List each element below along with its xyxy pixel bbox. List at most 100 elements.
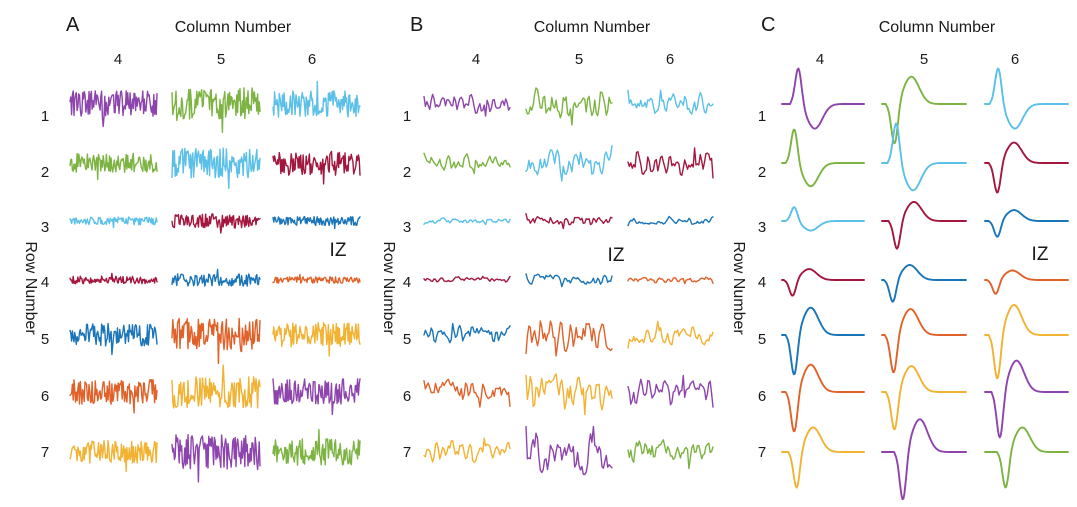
panel-c-trace-row1-col4 (781, 67, 865, 130)
panel-a-trace-row1-col4 (69, 90, 158, 128)
panel-a-iz-label: IZ (330, 240, 347, 261)
panel-a-trace-row6-col5 (171, 364, 261, 409)
panel-a-trace-row1-col5 (171, 87, 261, 134)
panel-b: B Column Number 4 5 6 1 2 3 4 5 6 7 Row … (380, 14, 714, 476)
panel-a-row-tick: 6 (41, 388, 49, 405)
panel-b-trace-row1-col6 (627, 89, 714, 115)
panel-b-trace-row2-col4 (423, 152, 511, 175)
panel-b-iz-label: IZ (608, 245, 625, 266)
panel-a: A Column Number 4 5 6 1 2 3 4 5 6 7 Row … (22, 14, 361, 483)
panel-a-trace-row7-col6 (272, 428, 361, 466)
panel-a-letter: A (66, 14, 80, 36)
panel-b-column-title: Column Number (534, 19, 651, 36)
panel-b-trace-row1-col4 (423, 93, 511, 117)
panel-c-row-title: Row Number (730, 241, 747, 335)
panel-a-column-tick: 5 (217, 51, 225, 68)
panel-a-row-tick: 7 (41, 444, 49, 461)
panel-c-column-tick: 4 (816, 51, 824, 68)
panel-c-trace-row4-col6 (984, 269, 1069, 295)
panel-c-trace-row5-col4 (781, 306, 865, 376)
panel-a-column-tick: 6 (308, 51, 316, 68)
panel-a-trace-row2-col4 (69, 152, 158, 181)
panel-c-trace-row6-col5 (881, 365, 967, 431)
panel-c-trace-row2-col4 (781, 128, 865, 188)
panel-a-trace-row2-col5 (171, 147, 261, 190)
panel-a-row-title: Row Number (22, 241, 39, 335)
panel-b-trace-row4-col6 (627, 276, 714, 285)
panel-b-column-tick: 4 (472, 51, 480, 68)
panel-c-row-tick: 2 (758, 164, 766, 181)
panel-b-trace-row3-col6 (627, 215, 714, 227)
panel-a-trace-row5-col4 (69, 322, 158, 356)
panel-c-iz-label: IZ (1032, 244, 1049, 265)
panel-c-row-tick: 4 (758, 274, 766, 291)
panel-c-column-tick: 6 (1011, 51, 1019, 68)
panel-a-row-tick: 5 (41, 331, 49, 348)
panel-b-row-tick: 7 (403, 444, 411, 461)
panel-c-letter: C (761, 14, 775, 36)
panel-a-column-tick: 4 (114, 51, 122, 68)
panel-a-trace-row6-col4 (69, 379, 158, 414)
panel-c-trace-row7-col4 (781, 426, 865, 489)
panel-c-trace-row2-col5 (881, 122, 967, 192)
panel-a-row-tick: 2 (41, 164, 49, 181)
panel-b-row-tick: 2 (403, 164, 411, 181)
panel-a-trace-row3-col5 (171, 213, 261, 234)
panel-a-trace-row4-col5 (171, 268, 261, 287)
panel-a-trace-row4-col6 (272, 273, 361, 284)
panel-c-row-tick: 6 (758, 388, 766, 405)
panel-c-trace-row7-col6 (984, 426, 1069, 489)
panel-b-trace-row2-col6 (627, 147, 714, 179)
panel-c-trace-row6-col6 (984, 359, 1069, 439)
panel-a-trace-row5-col6 (272, 322, 361, 357)
panel-b-trace-row6-col5 (525, 373, 613, 416)
panel-b-row-tick: 4 (403, 274, 411, 291)
panel-a-trace-row5-col5 (171, 317, 261, 365)
panel-a-row-tick: 3 (41, 219, 49, 236)
panel-b-column-tick: 5 (575, 51, 583, 68)
panel-b-row-tick: 3 (403, 219, 411, 236)
panel-b-trace-row5-col6 (627, 320, 714, 349)
panel-a-trace-row3-col6 (272, 215, 361, 230)
panel-c-trace-row3-col4 (781, 206, 865, 232)
panel-c-trace-row2-col6 (984, 141, 1069, 194)
panel-a-trace-row7-col4 (69, 440, 158, 473)
panel-c-row-tick: 1 (758, 108, 766, 125)
panel-b-letter: B (410, 14, 423, 36)
panel-c-trace-row6-col4 (781, 363, 865, 433)
panel-c-trace-row7-col5 (881, 418, 967, 501)
panel-c-trace-row4-col4 (781, 268, 865, 297)
panel-a-row-tick: 4 (41, 274, 49, 291)
panel-b-trace-row1-col5 (525, 87, 613, 126)
panel-b-trace-row5-col5 (525, 320, 613, 357)
panel-b-row-title: Row Number (380, 241, 397, 335)
panel-c-column-tick: 5 (920, 51, 928, 68)
panel-b-trace-row7-col4 (423, 437, 511, 463)
panel-a-column-title: Column Number (175, 19, 292, 36)
panel-b-column-tick: 6 (666, 51, 674, 68)
panel-c-trace-row4-col5 (881, 264, 967, 303)
panel-a-trace-row4-col4 (69, 272, 158, 285)
panel-c-column-title: Column Number (879, 19, 996, 36)
panel-a-trace-row7-col5 (171, 434, 261, 483)
panel-b-trace-row7-col5 (525, 425, 613, 476)
panel-c-trace-row3-col5 (881, 200, 967, 250)
panel-a-row-tick: 1 (41, 108, 49, 125)
panel-c-row-tick: 5 (758, 331, 766, 348)
panel-b-trace-row6-col6 (627, 374, 714, 408)
panel-b-row-tick: 6 (403, 388, 411, 405)
panel-b-row-tick: 1 (403, 108, 411, 125)
panel-b-trace-row3-col5 (525, 213, 613, 230)
panel-c-trace-row3-col6 (984, 209, 1069, 238)
panel-b-trace-row4-col5 (525, 273, 613, 288)
panel-c-trace-row5-col5 (881, 308, 967, 374)
panel-b-trace-row7-col6 (627, 439, 714, 470)
panel-a-trace-row6-col6 (272, 378, 361, 416)
panel-a-trace-row2-col6 (272, 150, 361, 185)
panel-c-trace-row5-col6 (984, 304, 1069, 380)
panel-b-row-tick: 5 (403, 331, 411, 348)
panel-b-trace-row3-col4 (423, 217, 511, 226)
panel-b-trace-row5-col4 (423, 322, 511, 344)
panel-b-trace-row2-col5 (525, 145, 613, 182)
